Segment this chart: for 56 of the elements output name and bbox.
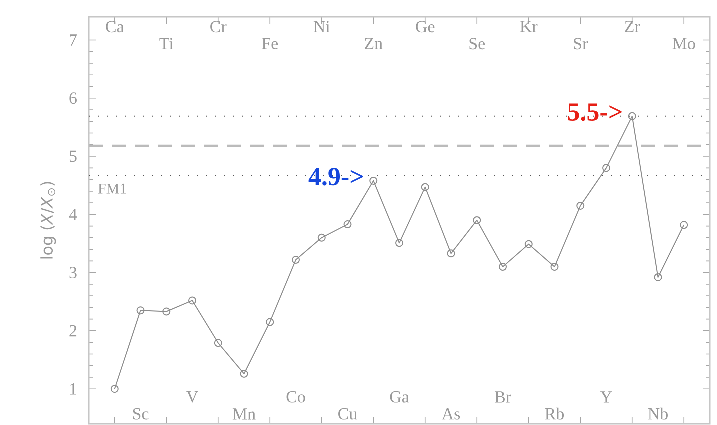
point — [576, 202, 585, 210]
point — [136, 306, 145, 315]
x-tick-label: Mo — [672, 38, 696, 50]
point — [499, 263, 507, 271]
annotation: 5.5-> — [568, 104, 622, 122]
point — [266, 318, 274, 326]
y-tick-label: 5 — [70, 150, 77, 162]
point — [550, 263, 559, 271]
x-tick-label: Ti — [160, 38, 174, 50]
x-tick-label: Fe — [262, 38, 278, 50]
point — [473, 216, 482, 224]
x-tick-label: V — [186, 391, 198, 403]
x-tick-label: Sr — [574, 38, 588, 50]
point — [370, 176, 378, 185]
x-tick-label: Ni — [314, 21, 330, 32]
y-tick-label: 2 — [70, 325, 77, 337]
point — [292, 256, 300, 264]
x-tick-label: Nb — [648, 408, 668, 420]
x-tick-label: Kr — [520, 21, 538, 32]
y-tick-label: 4 — [69, 209, 78, 220]
y-tick-label: 3 — [70, 267, 77, 279]
x-tick-label: Zn — [365, 38, 383, 50]
point — [628, 112, 636, 120]
x-tick-label: Sc — [133, 408, 149, 420]
point — [602, 164, 610, 172]
annotation: FM1 — [98, 184, 126, 194]
point — [447, 250, 456, 258]
x-tick-label: Ca — [106, 21, 124, 33]
x-tick-label: Ga — [390, 391, 410, 403]
annotation: 4.9-> — [308, 168, 364, 186]
x-tick-label: Co — [286, 391, 306, 403]
y-tick-label: 7 — [70, 34, 77, 46]
point — [188, 296, 197, 305]
y-tick-label: 1 — [70, 383, 76, 395]
point — [240, 370, 248, 378]
point — [654, 273, 662, 282]
point — [524, 240, 533, 248]
point — [214, 339, 222, 348]
x-tick-label: Cr — [210, 21, 227, 33]
x-tick-label: Cu — [338, 408, 358, 420]
x-tick-label: Se — [470, 38, 486, 50]
x-tick-label: As — [442, 408, 460, 420]
x-tick-label: Rb — [545, 408, 564, 420]
point — [396, 239, 404, 248]
x-tick-label: Ge — [416, 21, 435, 33]
x-tick-label: Br — [494, 392, 512, 403]
x-tick-label: Mn — [232, 408, 256, 420]
point — [680, 221, 688, 230]
x-tick-label: Y — [600, 392, 612, 403]
point — [162, 308, 171, 316]
point — [318, 234, 326, 242]
point — [421, 183, 430, 192]
y-tick-label: 6 — [70, 92, 77, 104]
x-tick-label: Zr — [625, 21, 640, 32]
point — [344, 220, 352, 229]
point — [110, 385, 119, 394]
